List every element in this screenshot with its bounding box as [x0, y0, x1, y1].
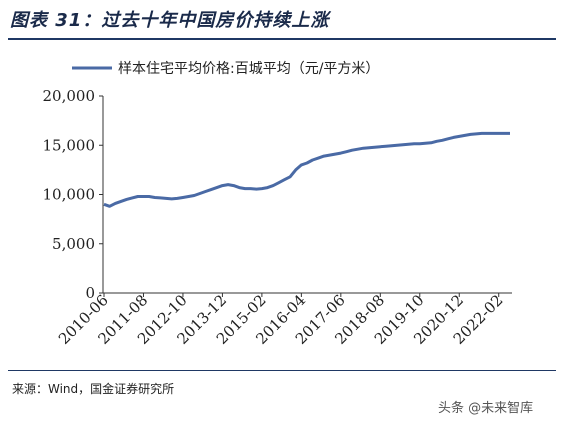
y-tick-label: 0	[85, 284, 95, 302]
chart-legend: 样本住宅平均价格:百城平均（元/平方米）	[72, 61, 379, 77]
source-note: 来源：Wind，国金证券研究所	[12, 382, 175, 396]
series-line-avg-price	[103, 131, 510, 208]
y-tick-group: 20,000 15,000 10,000 5,000 0	[43, 87, 103, 302]
figure-title: 图表 31：过去十年中国房价持续上涨	[10, 10, 330, 31]
watermark: 头条 @未来智库	[438, 401, 534, 416]
y-tick-label: 10,000	[43, 186, 96, 204]
y-tick-label: 5,000	[52, 235, 95, 253]
title-rule	[8, 38, 556, 40]
source-rule	[8, 370, 556, 371]
y-tick-label: 20,000	[43, 87, 96, 105]
line-chart: 样本住宅平均价格:百城平均（元/平方米） 20,000 15,000 10,000 5…	[43, 61, 512, 348]
legend-label: 样本住宅平均价格:百城平均（元/平方米）	[118, 61, 379, 77]
x-tick-group: 2010-062011-082012-102013-122015-022016-…	[55, 291, 507, 348]
y-tick-label: 15,000	[43, 136, 96, 154]
